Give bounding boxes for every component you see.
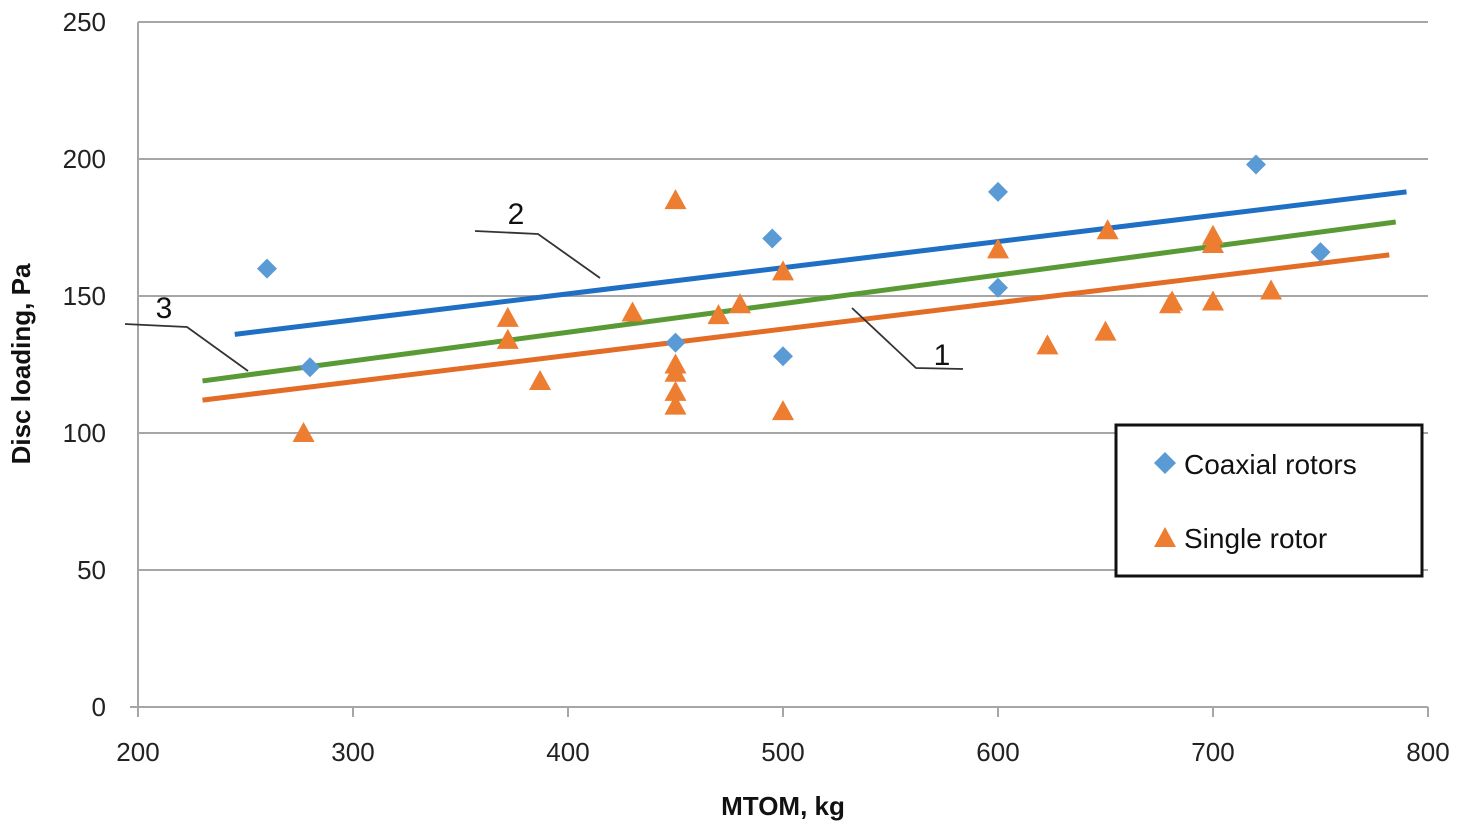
y-tick-label: 250 xyxy=(63,7,106,37)
single-rotor-point xyxy=(664,380,687,401)
legend-label-single: Single rotor xyxy=(1184,523,1327,554)
annotation-leader-2 xyxy=(474,230,601,279)
coaxial-point xyxy=(773,346,793,367)
single-rotor-point xyxy=(664,189,687,210)
single-rotor-point xyxy=(987,238,1009,259)
y-axis-label: Disc loading, Pa xyxy=(6,263,36,464)
single-rotor-point xyxy=(1036,334,1059,355)
single-rotor-point xyxy=(772,400,794,421)
y-tick-label: 150 xyxy=(63,281,106,311)
axes: 0 50 100 150 200 250 200 300 400 500 600 700 800 xyxy=(63,7,1450,767)
annotations: 1 2 3 xyxy=(124,198,964,372)
single-rotor-point xyxy=(1260,279,1283,300)
annotation-label-2: 2 xyxy=(508,198,525,231)
coaxial-point xyxy=(988,277,1008,298)
single-rotor-point xyxy=(496,328,519,349)
x-tick-label: 800 xyxy=(1406,737,1449,767)
trend-line-1 xyxy=(202,252,1390,403)
x-tick-label: 400 xyxy=(546,737,589,767)
annotation-leader-3 xyxy=(124,323,249,372)
single-rotor-point xyxy=(621,301,644,322)
legend-box xyxy=(1114,423,1424,578)
x-tick-label: 300 xyxy=(331,737,374,767)
trend-line-2 xyxy=(234,189,1407,337)
annotation-label-1: 1 xyxy=(934,339,951,372)
legend-marker-coaxial xyxy=(1154,452,1176,474)
coaxial-point xyxy=(300,357,320,378)
legend: Coaxial rotors Single rotor xyxy=(1114,423,1424,578)
coaxial-point xyxy=(665,332,686,353)
x-tick-label: 500 xyxy=(761,737,804,767)
trend-line-3 xyxy=(202,219,1397,384)
coaxial-point xyxy=(1310,242,1331,263)
single-rotor-point xyxy=(772,260,794,281)
single-rotor-point xyxy=(292,422,315,442)
single-rotor-point xyxy=(1094,320,1117,341)
annotation-label-3: 3 xyxy=(156,292,173,325)
y-tick-label: 50 xyxy=(77,555,106,585)
single-rotor-point xyxy=(707,304,730,325)
single-rotor-point xyxy=(1161,290,1184,311)
single-rotor-point xyxy=(529,369,552,390)
legend-label-coaxial: Coaxial rotors xyxy=(1184,449,1357,480)
x-tick-label: 700 xyxy=(1191,737,1234,767)
legend-marker-single xyxy=(1154,527,1176,547)
single-rotor-point xyxy=(1202,290,1224,311)
coaxial-point xyxy=(988,181,1008,202)
single-rotor-point xyxy=(1202,232,1224,253)
x-tick-label: 600 xyxy=(976,737,1019,767)
single-rotor-point xyxy=(729,293,751,314)
single-rotor-point xyxy=(664,394,687,415)
annotation-leader-1 xyxy=(851,307,964,370)
y-tick-label: 100 xyxy=(63,418,106,448)
single-rotor-point xyxy=(496,306,519,327)
trend-lines xyxy=(202,189,1407,403)
coaxial-point xyxy=(257,258,277,279)
coaxial-point xyxy=(762,228,783,249)
data-points xyxy=(257,154,1331,442)
y-tick-label: 200 xyxy=(63,144,106,174)
single-rotor-point xyxy=(664,361,687,382)
x-axis-label: MTOM, kg xyxy=(721,791,845,821)
x-tick-label: 200 xyxy=(116,737,159,767)
coaxial-point xyxy=(1246,154,1266,175)
y-tick-label: 0 xyxy=(92,692,106,722)
single-rotor-point xyxy=(1096,219,1119,240)
